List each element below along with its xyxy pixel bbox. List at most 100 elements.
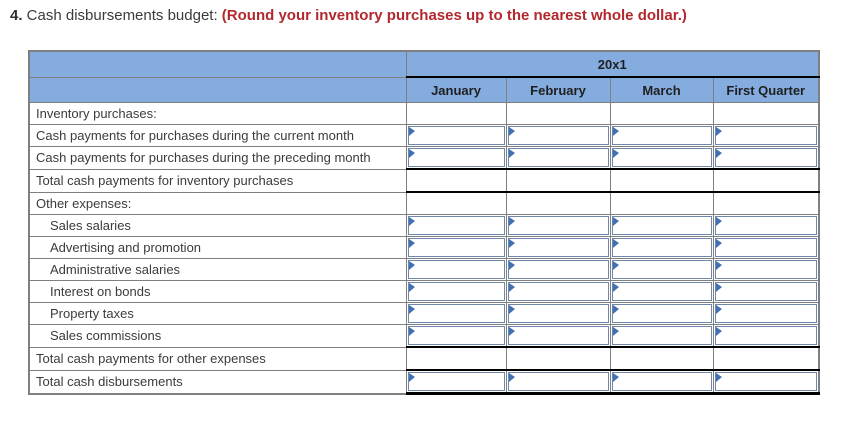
row-label: Cash payments for purchases during the c… [28,124,407,147]
answer-marker-icon [715,305,722,314]
table-row: Total cash disbursements [28,369,820,395]
answer-marker-icon [508,217,515,226]
cell-january [405,236,507,259]
row-label: Total cash payments for inventory purcha… [28,168,407,193]
answer-marker-icon [408,283,415,292]
answer-input-march[interactable] [611,148,712,167]
answer-value [613,327,711,344]
answer-input-february[interactable] [507,238,609,257]
cell-first-quarter [712,280,820,303]
answer-marker-icon [715,149,722,158]
answer-value [716,327,817,344]
answer-marker-icon [612,239,619,248]
answer-value [613,149,711,166]
cell-february [505,191,611,215]
answer-input-first-quarter[interactable] [714,148,817,167]
cell-first-quarter [712,302,820,325]
answer-value [409,373,504,390]
month-header-row: January February March First Quarter [28,76,820,103]
answer-value [409,149,504,166]
answer-input-first-quarter[interactable] [714,372,817,391]
answer-marker-icon [715,127,722,136]
answer-value [409,327,504,344]
answer-value [716,261,817,278]
cell-february [505,302,611,325]
answer-value [409,283,504,300]
answer-input-first-quarter[interactable] [714,304,817,323]
answer-input-first-quarter[interactable] [714,126,817,145]
cell-january [405,191,507,215]
answer-input-january[interactable] [407,372,505,391]
cell-march [609,258,714,281]
answer-input-january[interactable] [407,238,505,257]
row-label: Advertising and promotion [28,236,407,259]
cell-february [505,124,611,147]
answer-input-march[interactable] [611,282,712,301]
table-row: Inventory purchases: [28,102,820,125]
answer-value [716,373,817,390]
answer-input-first-quarter[interactable] [714,216,817,235]
answer-input-january[interactable] [407,326,505,345]
answer-input-january[interactable] [407,260,505,279]
answer-marker-icon [508,239,515,248]
answer-value [509,327,608,344]
row-label: Total cash payments for other expenses [28,346,407,371]
answer-input-january[interactable] [407,148,505,167]
answer-marker-icon [408,305,415,314]
answer-input-february[interactable] [507,126,609,145]
answer-input-january[interactable] [407,126,505,145]
answer-input-february[interactable] [507,304,609,323]
answer-input-february[interactable] [507,282,609,301]
answer-marker-icon [408,217,415,226]
answer-input-january[interactable] [407,282,505,301]
answer-value [613,283,711,300]
answer-input-march[interactable] [611,326,712,345]
answer-value [716,239,817,256]
cell-january [405,258,507,281]
answer-value [409,127,504,144]
answer-input-february[interactable] [507,372,609,391]
answer-input-february[interactable] [507,260,609,279]
cell-march [609,302,714,325]
answer-marker-icon [715,373,722,382]
answer-input-march[interactable] [611,216,712,235]
answer-value [613,373,711,390]
answer-value [409,217,504,234]
table-row: Sales commissions [28,324,820,348]
table-row: Advertising and promotion [28,236,820,259]
cell-february [505,258,611,281]
answer-input-february[interactable] [507,326,609,345]
answer-input-march[interactable] [611,260,712,279]
answer-marker-icon [715,217,722,226]
corner-cell-bottom [28,76,407,103]
cell-january [405,214,507,237]
cell-first-quarter [712,346,820,371]
row-label: Administrative salaries [28,258,407,281]
answer-input-march[interactable] [611,304,712,323]
answer-marker-icon [612,217,619,226]
answer-input-first-quarter[interactable] [714,260,817,279]
answer-marker-icon [408,239,415,248]
answer-input-march[interactable] [611,238,712,257]
answer-marker-icon [508,327,515,336]
cell-january [405,302,507,325]
answer-input-first-quarter[interactable] [714,326,817,345]
answer-marker-icon [612,373,619,382]
answer-input-march[interactable] [611,372,712,391]
answer-input-first-quarter[interactable] [714,238,817,257]
table-row: Total cash payments for inventory purcha… [28,168,820,193]
cell-first-quarter [712,236,820,259]
answer-input-january[interactable] [407,304,505,323]
answer-input-january[interactable] [407,216,505,235]
cell-january [405,102,507,125]
cell-february [505,214,611,237]
cell-march [609,214,714,237]
answer-marker-icon [508,149,515,158]
cell-march [609,324,714,348]
answer-input-february[interactable] [507,216,609,235]
answer-input-first-quarter[interactable] [714,282,817,301]
table-row: Other expenses: [28,191,820,215]
answer-input-february[interactable] [507,148,609,167]
cell-january [405,346,507,371]
answer-input-march[interactable] [611,126,712,145]
